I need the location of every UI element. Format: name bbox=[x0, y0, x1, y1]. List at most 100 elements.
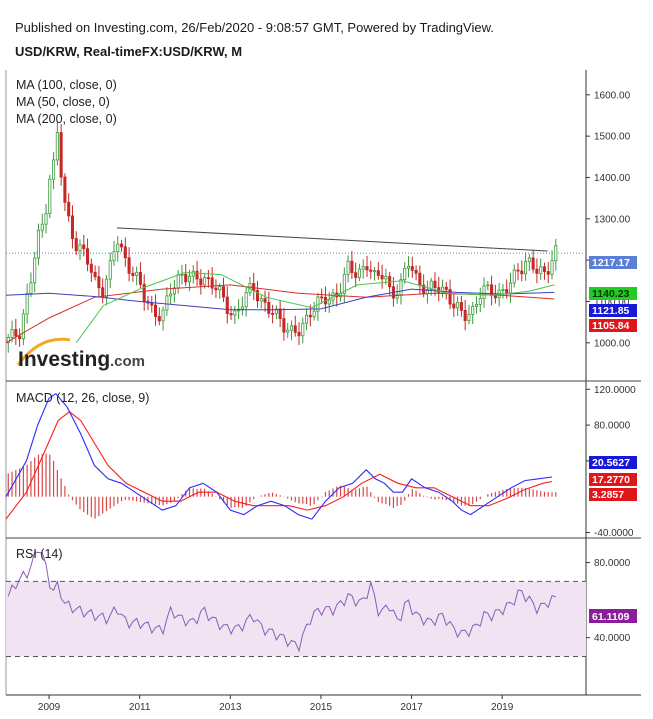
candle-body bbox=[89, 263, 93, 273]
candle-body bbox=[448, 289, 452, 305]
symbol-header: USD/KRW, Real-timeFX:USD/KRW, M bbox=[15, 44, 243, 59]
candle-body bbox=[218, 286, 222, 291]
x-tick-label: 2019 bbox=[491, 702, 514, 713]
price-y-tick-label: 1400.00 bbox=[594, 173, 631, 184]
candle-body bbox=[18, 335, 22, 340]
tag-signal-bg bbox=[589, 473, 637, 486]
rsi-line bbox=[7, 551, 556, 653]
candle-body bbox=[524, 261, 528, 275]
candle-body bbox=[82, 244, 86, 250]
candle-body bbox=[74, 238, 78, 252]
candle-body bbox=[55, 132, 59, 161]
tag-hist-bg bbox=[589, 488, 637, 501]
candle-body bbox=[293, 325, 297, 333]
candle-body bbox=[157, 316, 161, 322]
candle-body bbox=[6, 337, 10, 344]
candle-body bbox=[97, 276, 101, 289]
candle-body bbox=[153, 304, 158, 317]
candle-body bbox=[271, 312, 275, 315]
macd-signal-line bbox=[5, 411, 553, 520]
candle-body bbox=[206, 277, 210, 280]
candle-body bbox=[131, 272, 135, 276]
tag-signal-text: 17.2770 bbox=[592, 474, 630, 486]
tag-price: 1217.17 bbox=[589, 256, 637, 269]
candle-body bbox=[44, 213, 48, 225]
rsi-y-tick-label: 40.0000 bbox=[594, 633, 631, 644]
tag-ma200: 1140.23 bbox=[589, 287, 637, 300]
candle-body bbox=[138, 271, 142, 285]
candle-body bbox=[346, 260, 350, 275]
candle-body bbox=[248, 283, 252, 293]
candle-body bbox=[184, 273, 188, 283]
logo-suffix: .com bbox=[110, 353, 145, 370]
resistance-trendline bbox=[116, 227, 548, 252]
candle-body bbox=[289, 325, 294, 331]
candle-body bbox=[463, 310, 467, 321]
candle-body bbox=[380, 274, 384, 280]
price-y-tick-label: 1100.00 bbox=[594, 297, 630, 308]
macd-y-tick-label: 120.0000 bbox=[594, 385, 636, 396]
tag-macd-bg bbox=[589, 456, 637, 469]
published-header: Published on Investing.com, 26/Feb/2020 … bbox=[15, 20, 494, 35]
candle-body bbox=[10, 329, 14, 338]
tag-hist-text: 3.2857 bbox=[592, 489, 624, 501]
candle-body bbox=[233, 310, 237, 316]
candle-body bbox=[278, 308, 282, 319]
candle-body bbox=[255, 290, 260, 302]
candle-body bbox=[478, 298, 482, 305]
candle-body bbox=[36, 229, 41, 259]
tag-ma100-bg bbox=[589, 319, 637, 332]
candle-body bbox=[112, 251, 116, 262]
candle-body bbox=[327, 299, 331, 305]
candle-body bbox=[52, 159, 56, 180]
candle-body bbox=[33, 257, 37, 284]
tag-ma50-text: 1121.85 bbox=[592, 305, 630, 317]
candle-body bbox=[508, 282, 513, 294]
candle-body bbox=[395, 294, 399, 299]
candle-body bbox=[308, 314, 312, 318]
candle-body bbox=[429, 280, 433, 290]
candle-body bbox=[150, 302, 154, 306]
tag-ma200-bg bbox=[589, 287, 637, 300]
tag-price-bg bbox=[589, 256, 637, 269]
candle-body bbox=[191, 270, 195, 277]
candle-body bbox=[554, 245, 558, 262]
candle-body bbox=[297, 331, 301, 337]
candle-body bbox=[187, 275, 192, 283]
tag-ma100: 1105.84 bbox=[589, 319, 637, 332]
candle-body bbox=[361, 266, 365, 270]
candle-body bbox=[418, 272, 422, 286]
rsi-band bbox=[6, 581, 586, 657]
price-y-tick-label: 1000.00 bbox=[594, 338, 631, 349]
candle-body bbox=[486, 284, 490, 287]
candle-body bbox=[414, 269, 418, 274]
candle-body bbox=[48, 178, 52, 214]
price-y-tick-label: 1300.00 bbox=[594, 214, 631, 225]
candle-body bbox=[520, 270, 524, 275]
candle-body bbox=[142, 283, 146, 302]
candle-body bbox=[539, 266, 543, 274]
candle-body bbox=[274, 308, 278, 314]
x-tick-label: 2013 bbox=[219, 702, 242, 713]
x-tick-label: 2009 bbox=[38, 702, 61, 713]
candle-body bbox=[354, 272, 358, 278]
candle-body bbox=[225, 296, 229, 314]
candle-body bbox=[471, 306, 475, 315]
candle-body bbox=[365, 266, 369, 271]
candle-body bbox=[493, 294, 497, 299]
ma50-line bbox=[5, 288, 555, 311]
ma200-line bbox=[75, 271, 555, 344]
time-axis: 2009 2011 2013 2015 2017 2019 bbox=[38, 695, 514, 713]
candle-body bbox=[516, 269, 520, 272]
legend-ma50: MA (50, close, 0) bbox=[16, 95, 110, 109]
tag-rsi-bg bbox=[589, 609, 637, 623]
x-tick-label: 2017 bbox=[400, 702, 423, 713]
candle-body bbox=[505, 289, 509, 294]
candle-body bbox=[93, 271, 97, 278]
logo-swoosh-icon bbox=[16, 337, 71, 366]
candle-body bbox=[127, 257, 131, 274]
candle-body bbox=[86, 248, 90, 265]
candle-body bbox=[373, 270, 377, 273]
